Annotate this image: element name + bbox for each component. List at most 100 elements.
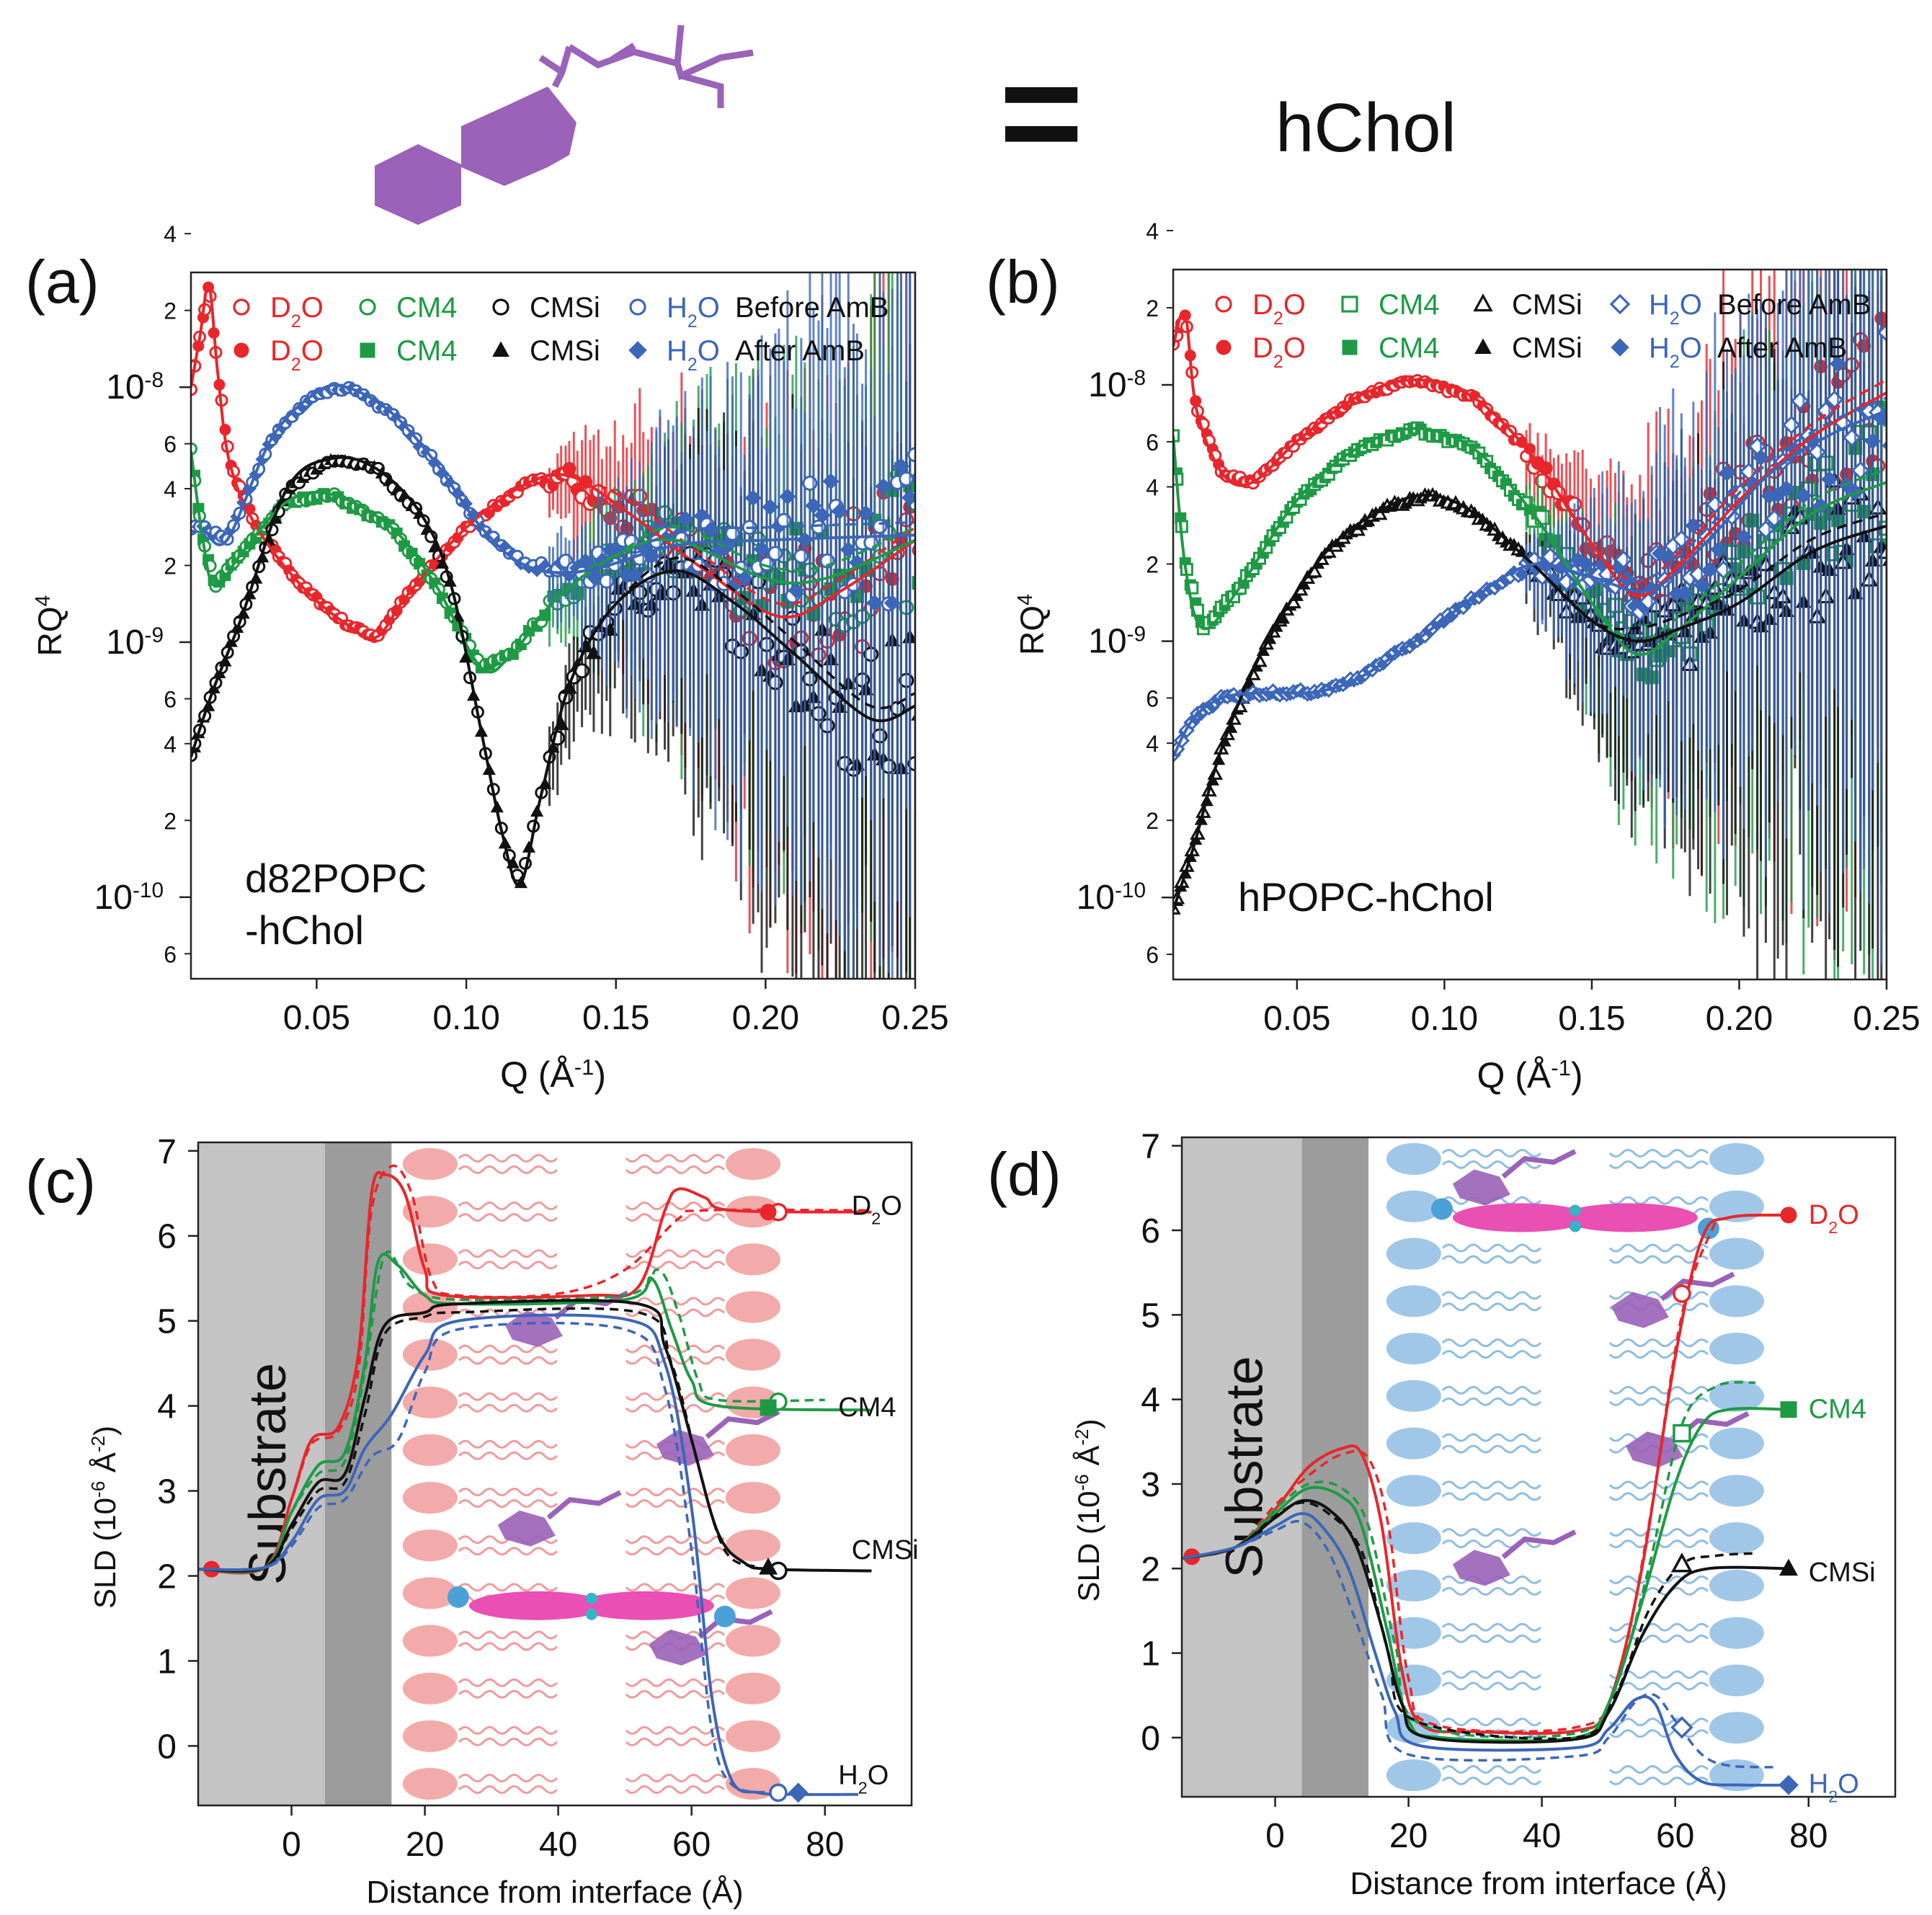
y-axis-label: SLD (10-6 Å-2) bbox=[1071, 1418, 1105, 1601]
legend-marker bbox=[1215, 296, 1232, 313]
cholesterol-icon bbox=[1625, 1431, 1683, 1468]
x-tick-label: 20 bbox=[1389, 1817, 1428, 1855]
legend-label: CMSi bbox=[1512, 332, 1582, 364]
legend-label: D2O bbox=[1252, 289, 1306, 329]
lipid-tail bbox=[1608, 1385, 1709, 1395]
fit-line-dashed bbox=[191, 456, 915, 887]
legend-marker bbox=[360, 342, 375, 358]
data-point bbox=[1714, 560, 1733, 579]
x-tick-label: 60 bbox=[1656, 1817, 1694, 1855]
lipid-tail bbox=[625, 1678, 726, 1687]
curve-label: H2O bbox=[838, 1761, 889, 1798]
lipid-tail bbox=[625, 1213, 726, 1222]
x-tick-label: 0 bbox=[282, 1826, 301, 1864]
lipid-tail bbox=[625, 1535, 726, 1545]
x-axis-label: Distance from interface (Å) bbox=[366, 1875, 743, 1910]
headgroup bbox=[1386, 1522, 1441, 1555]
lipid-tail bbox=[1608, 1622, 1709, 1632]
plot-area: Substrate bbox=[1182, 1137, 1799, 1797]
cholesterol-icon bbox=[504, 1310, 563, 1347]
headgroup bbox=[1709, 1522, 1764, 1555]
panel-label: (a) bbox=[25, 248, 99, 316]
panel-c: (c) Substrate 0 20 40 60 80 0 1 2 3 4 5 6 7 D2O CM4 CMSi H… bbox=[25, 1133, 919, 1910]
amb-icon bbox=[1560, 1203, 1698, 1232]
lipid-tail bbox=[458, 1725, 558, 1735]
headgroup bbox=[1386, 1285, 1441, 1318]
x-tick-label: 0.05 bbox=[283, 999, 350, 1037]
lipid-tail bbox=[1608, 1291, 1709, 1300]
legend-label: D2O bbox=[270, 292, 324, 332]
amb-head-icon bbox=[1430, 1198, 1453, 1220]
lipid-tail bbox=[458, 1165, 558, 1174]
hchol-label: hChol bbox=[1276, 89, 1456, 166]
lipid-tail bbox=[458, 1439, 558, 1449]
headgroup bbox=[402, 1768, 458, 1800]
headgroup bbox=[402, 1625, 458, 1657]
fit-line bbox=[202, 383, 915, 574]
y-tick-label: 1 bbox=[1141, 1635, 1160, 1674]
headgroup bbox=[1709, 1427, 1764, 1459]
amb-icon bbox=[468, 1591, 606, 1620]
lipid-tail bbox=[1441, 1718, 1541, 1727]
lipid-tail bbox=[625, 1308, 726, 1318]
panel-b: (b)0.05 0.10 0.15 0.20 0.2510-1010-910-86246… bbox=[986, 218, 1920, 1096]
lipid-tail bbox=[1608, 1350, 1709, 1359]
lipid-tail bbox=[458, 1451, 558, 1460]
cholesterol-tail bbox=[546, 1490, 622, 1520]
x-tick-label: 80 bbox=[806, 1826, 844, 1864]
plot-frame bbox=[190, 271, 917, 980]
end-marker-open bbox=[1670, 1552, 1693, 1573]
y-minor-tick-label: 6 bbox=[1146, 430, 1159, 456]
legend-marker bbox=[1342, 339, 1358, 355]
lipid-tail bbox=[1441, 1302, 1541, 1312]
headgroup bbox=[402, 1720, 458, 1752]
sld-line-after bbox=[1182, 1498, 1789, 1744]
cholesterol-tail bbox=[1501, 1149, 1577, 1179]
lipid-tail bbox=[1608, 1338, 1709, 1348]
panel-d: (d) Substrate 0 20 40 60 80 0 1 2 3 4 5 6 7 D2O CM4 CMSi H… bbox=[987, 1128, 1897, 1901]
headgroup bbox=[1709, 1285, 1764, 1318]
legend-label: H2O bbox=[1649, 332, 1702, 372]
headgroup bbox=[1386, 1333, 1441, 1365]
x-tick-label: 0.15 bbox=[1558, 1000, 1625, 1038]
y-tick-label: 10-9 bbox=[1088, 622, 1146, 661]
x-tick-label: 0 bbox=[1265, 1817, 1285, 1855]
y-tick-label: 6 bbox=[1141, 1212, 1160, 1250]
y-minor-tick-label: 2 bbox=[1146, 808, 1159, 834]
headgroup bbox=[725, 1529, 780, 1562]
cholesterol-icon bbox=[649, 1629, 707, 1666]
end-marker-open bbox=[1673, 1284, 1691, 1303]
y-minor-tick-label: 4 bbox=[164, 476, 177, 502]
panel-label: (b) bbox=[986, 248, 1060, 316]
panel-label: (c) bbox=[25, 1147, 96, 1215]
sample-label: d82POPC bbox=[245, 856, 427, 901]
x-tick-label: 40 bbox=[539, 1826, 577, 1864]
legend-marker bbox=[1341, 296, 1358, 313]
x-axis-label: Distance from interface (Å) bbox=[1350, 1866, 1727, 1901]
y-tick-label: 10-10 bbox=[94, 878, 164, 917]
lipid-tail bbox=[1608, 1255, 1709, 1264]
equals-sign: = bbox=[1000, 32, 1084, 193]
amb-dot-icon bbox=[1569, 1220, 1581, 1232]
end-marker-filled bbox=[788, 1782, 809, 1803]
headgroup bbox=[725, 1243, 780, 1276]
lipid-tail bbox=[625, 1356, 726, 1365]
cholesterol-tail bbox=[705, 1409, 780, 1439]
lipid-tail bbox=[1608, 1718, 1709, 1727]
data-point bbox=[912, 576, 915, 590]
y-tick-label: 6 bbox=[157, 1218, 177, 1256]
y-minor-tick-label: 2 bbox=[164, 553, 177, 579]
lipid-tail bbox=[1608, 1528, 1709, 1537]
lipid-tail bbox=[1608, 1575, 1709, 1584]
y-tick-label: 0 bbox=[1141, 1720, 1160, 1758]
lipid-tail bbox=[1441, 1397, 1541, 1406]
x-tick-label: 80 bbox=[1789, 1817, 1828, 1855]
curve-label: D2O bbox=[852, 1191, 902, 1227]
legend-label: H2O bbox=[667, 335, 720, 375]
lipid-tail bbox=[1441, 1243, 1541, 1253]
headgroup bbox=[1386, 1190, 1441, 1222]
plot-area: Substrate bbox=[198, 1142, 872, 1805]
headgroup bbox=[1386, 1759, 1441, 1791]
headgroup bbox=[725, 1625, 780, 1657]
y-minor-tick-label: 6 bbox=[164, 432, 177, 458]
